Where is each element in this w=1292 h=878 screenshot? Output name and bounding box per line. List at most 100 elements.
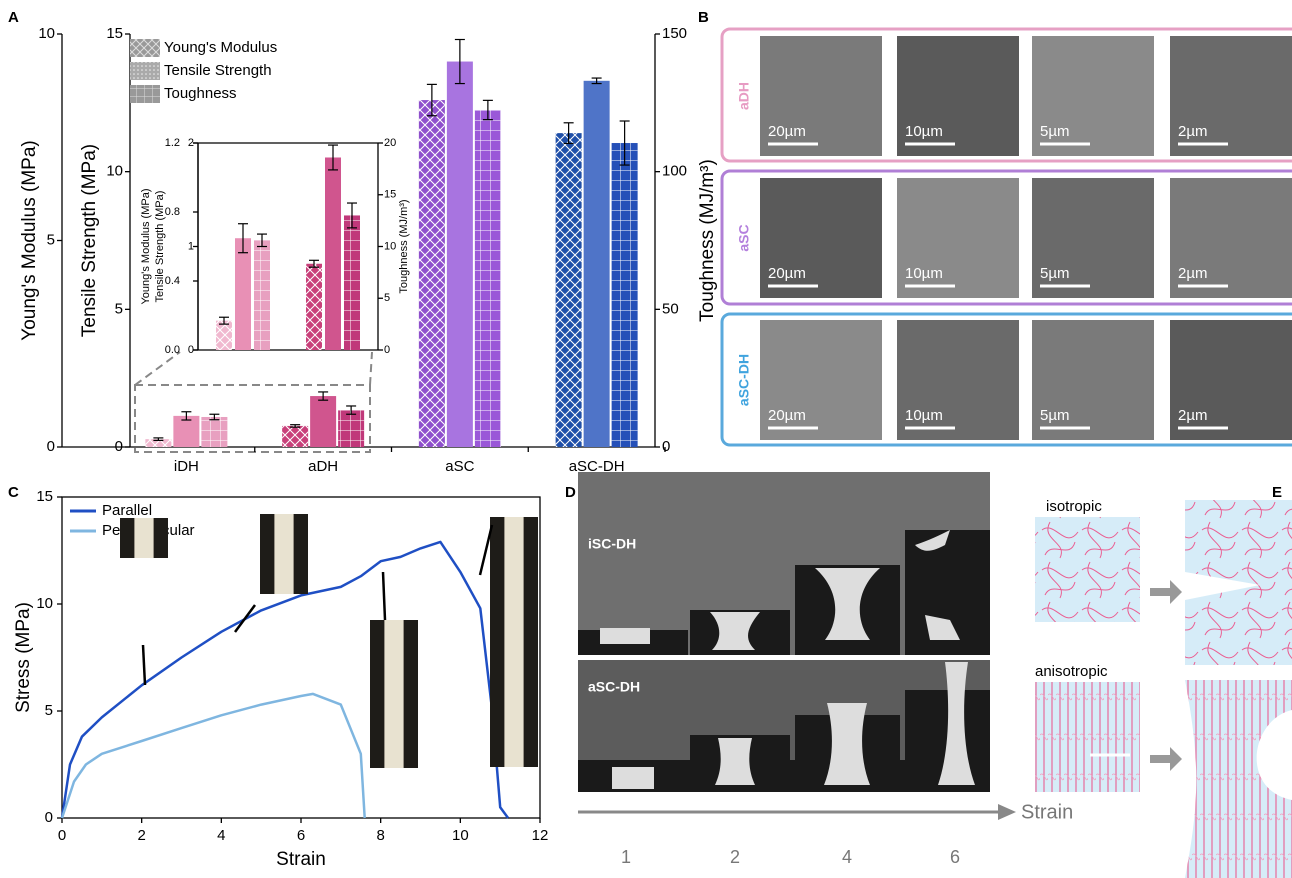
sem-image bbox=[1170, 320, 1292, 440]
sample bbox=[715, 738, 755, 785]
y3-tick-label: 150 bbox=[662, 25, 687, 42]
bar-hatch bbox=[474, 109, 501, 447]
row-label: aSC-DH bbox=[736, 354, 752, 406]
bar bbox=[235, 238, 251, 350]
scale-bar-label: 20µm bbox=[768, 407, 806, 424]
error-bar bbox=[309, 259, 319, 268]
y-tick-label: 0 bbox=[47, 438, 55, 455]
bar-hatch bbox=[145, 439, 172, 447]
scale-bar-label: 10µm bbox=[905, 407, 943, 424]
error-bar bbox=[454, 38, 465, 85]
zoom-box bbox=[134, 384, 371, 453]
schematic: isotropic anisotropic bbox=[1035, 498, 1292, 878]
y-tick-label: 5 bbox=[45, 702, 53, 719]
bar bbox=[446, 61, 473, 448]
scale-bar-label: 2µm bbox=[1178, 407, 1207, 424]
y-tick-label: 0.0 bbox=[165, 344, 180, 356]
x-tick-label: 0 bbox=[58, 827, 66, 844]
sem-image bbox=[1170, 36, 1292, 156]
sem-panel bbox=[720, 27, 1292, 447]
y3-tick-label: 0 bbox=[384, 344, 390, 356]
y2-axis-title: Tensile Strength (MPa) bbox=[79, 144, 100, 337]
scale-bar-label: 5µm bbox=[1040, 407, 1069, 424]
y3-tick-label: 10 bbox=[384, 240, 396, 252]
y2-axis-title: Tensile Strength (MPa) bbox=[154, 191, 166, 303]
schematic-label: anisotropic bbox=[1035, 663, 1108, 680]
bar-hatch bbox=[344, 215, 360, 350]
bar bbox=[325, 157, 341, 350]
y-tick-label: 10 bbox=[36, 595, 53, 612]
iso-fibers bbox=[1035, 517, 1140, 622]
x-tick-label: 6 bbox=[297, 827, 305, 844]
bar-hatch bbox=[555, 133, 582, 447]
y3-tick-label: 100 bbox=[662, 163, 687, 180]
bar-hatch bbox=[254, 240, 270, 350]
error-bar bbox=[219, 316, 229, 325]
specimen bbox=[134, 518, 154, 558]
y-tick-label: 15 bbox=[36, 488, 53, 505]
legend-label: Toughness bbox=[164, 85, 237, 102]
bar-hatch bbox=[611, 143, 638, 448]
pointer-arrow bbox=[141, 644, 147, 686]
y-axis-title: Young's Modulus (MPa) bbox=[19, 140, 40, 340]
y2-tick-label: 10 bbox=[106, 163, 123, 180]
scale-bar-label: 20µm bbox=[768, 265, 806, 282]
x-tick-label: 12 bbox=[532, 827, 549, 844]
error-bar bbox=[563, 122, 574, 145]
x-axis-title: Strain bbox=[276, 849, 326, 870]
row-frame bbox=[720, 169, 1292, 306]
panel-label: D bbox=[565, 484, 576, 501]
row-label: aSC bbox=[736, 224, 752, 251]
panel-label: C bbox=[8, 484, 19, 501]
sem-image bbox=[897, 36, 1019, 156]
y2-tick-label: 5 bbox=[115, 300, 123, 317]
legend-swatch bbox=[130, 62, 160, 80]
error-bar bbox=[482, 99, 493, 121]
y-axis-title: Young's Modulus (MPa) bbox=[140, 188, 152, 304]
row-label: aSC-DH bbox=[588, 679, 640, 695]
error-bar bbox=[257, 233, 267, 248]
sample bbox=[600, 628, 650, 644]
bar-hatch bbox=[216, 320, 232, 350]
y-tick-label: 10 bbox=[38, 25, 55, 42]
sem-image bbox=[897, 320, 1019, 440]
y3-tick-label: 0 bbox=[662, 438, 670, 455]
panel-label: B bbox=[698, 9, 709, 26]
x-tick-label: 2 bbox=[137, 827, 145, 844]
y3-tick-label: 15 bbox=[384, 189, 396, 201]
error-bar bbox=[153, 437, 164, 441]
bar-hatch bbox=[282, 425, 309, 447]
y2-tick-label: 0 bbox=[115, 438, 123, 455]
strain-label: 2 bbox=[730, 847, 740, 867]
scale-bar-label: 2µm bbox=[1178, 265, 1207, 282]
sem-image bbox=[760, 36, 882, 156]
pointer-arrow bbox=[233, 604, 257, 633]
iso-fibers bbox=[1185, 500, 1292, 665]
aniso-fibers bbox=[1185, 680, 1292, 878]
y3-tick-label: 20 bbox=[384, 137, 396, 149]
y-tick-label: 5 bbox=[47, 231, 55, 248]
error-bar bbox=[591, 77, 602, 85]
legend-swatch bbox=[130, 39, 160, 57]
y2-tick-label: 2 bbox=[188, 137, 194, 149]
y-axis-title: Stress (MPa) bbox=[13, 602, 34, 713]
panel-label: E bbox=[1272, 484, 1282, 501]
sem-image bbox=[1032, 36, 1154, 156]
sample bbox=[815, 568, 880, 640]
axis-label: Strain bbox=[1021, 801, 1073, 823]
sem-image bbox=[1032, 178, 1154, 298]
error-bar bbox=[290, 424, 301, 428]
specimen bbox=[504, 517, 524, 767]
error-bar bbox=[426, 83, 437, 117]
bar-hatch bbox=[338, 410, 365, 447]
zoom-line bbox=[369, 351, 373, 386]
scale-bar-label: 10µm bbox=[905, 123, 943, 140]
sem-image bbox=[760, 320, 882, 440]
y3-tick-label: 5 bbox=[384, 292, 390, 304]
scale-bar-label: 5µm bbox=[1040, 123, 1069, 140]
line bbox=[60, 540, 510, 819]
row-frame bbox=[720, 312, 1292, 447]
x-tick-label: iDH bbox=[174, 458, 199, 475]
specimen bbox=[384, 620, 404, 768]
y-tick-label: 1.2 bbox=[165, 137, 180, 149]
